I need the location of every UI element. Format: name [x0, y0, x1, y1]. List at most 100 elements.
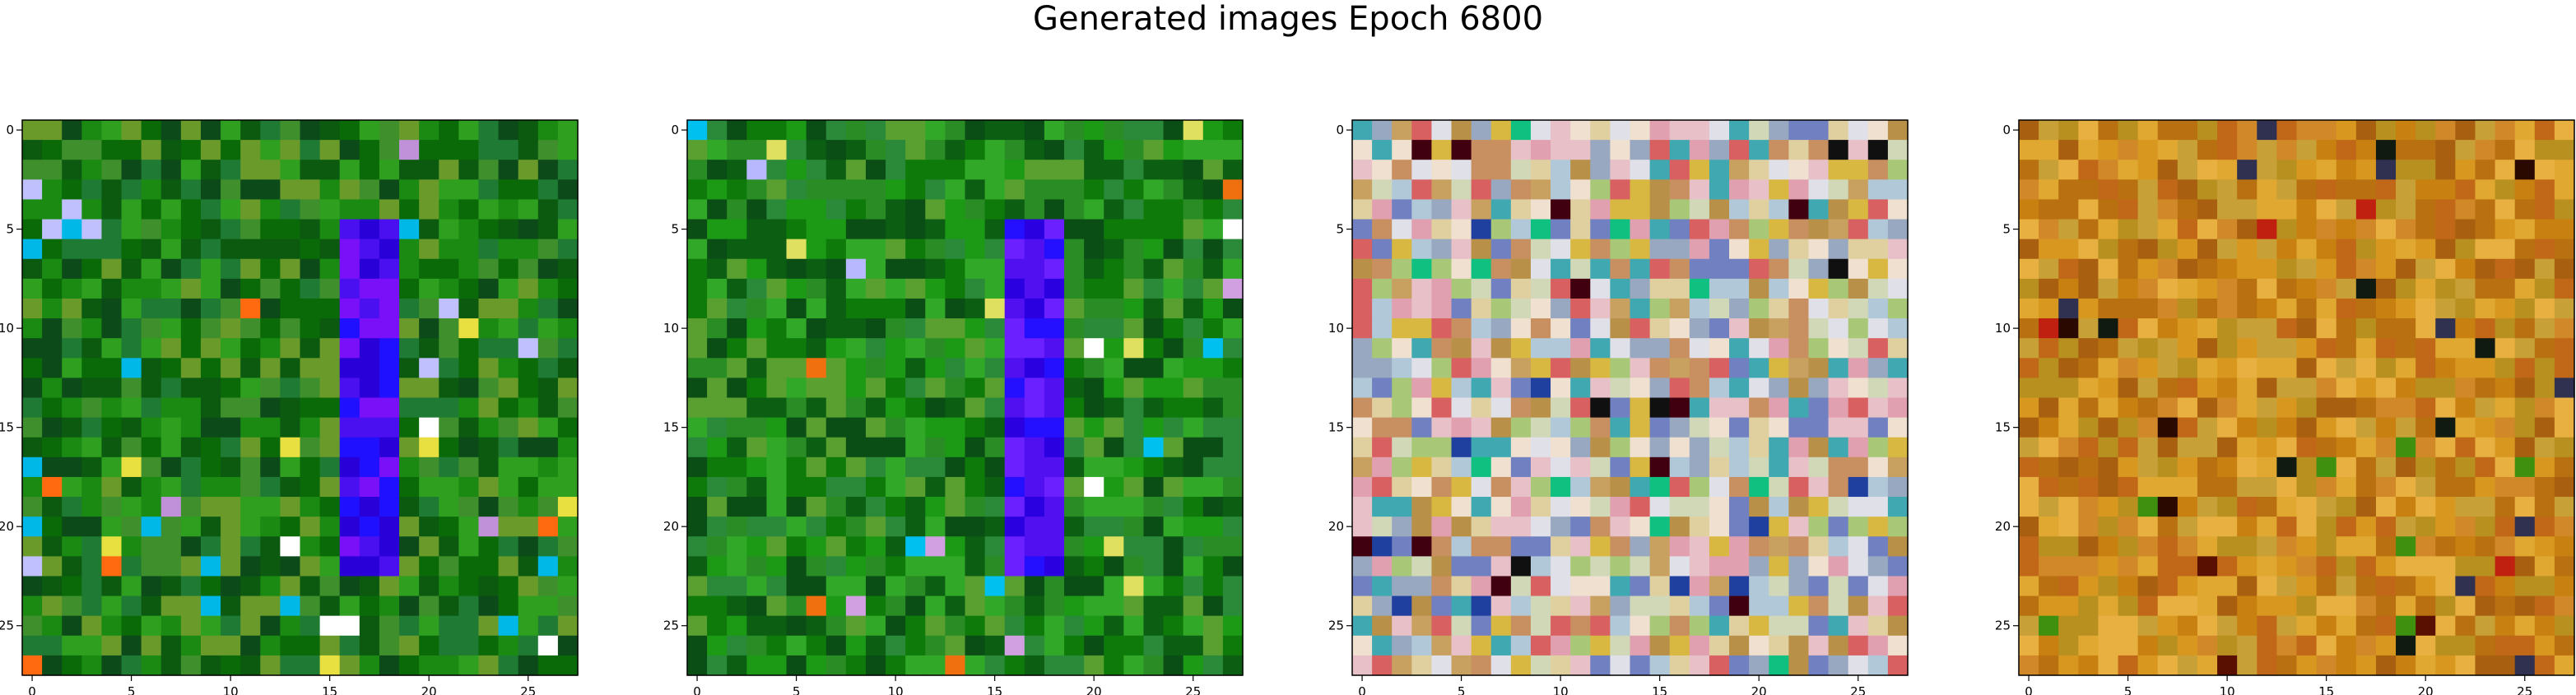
pixel — [141, 517, 162, 537]
pixel — [180, 456, 202, 478]
pixel — [2019, 120, 2039, 141]
pixel — [2336, 595, 2357, 617]
pixel — [1372, 517, 1393, 537]
pixel — [1004, 417, 1025, 438]
pixel — [687, 417, 708, 438]
pixel — [1123, 219, 1145, 240]
pixel — [886, 655, 906, 676]
pixel — [945, 358, 966, 378]
pixel — [1749, 179, 1769, 201]
pixel — [746, 556, 768, 577]
pixel — [537, 140, 559, 160]
pixel — [537, 417, 559, 438]
pixel — [2157, 199, 2178, 220]
pixel — [359, 239, 380, 260]
pixel — [1202, 298, 1224, 319]
pixel — [221, 497, 241, 517]
pixel — [458, 219, 480, 240]
pixel — [1163, 298, 1184, 319]
pixel — [1044, 378, 1065, 399]
pixel — [180, 239, 202, 260]
pixel — [766, 655, 788, 676]
pixel — [965, 258, 986, 280]
pixel — [1808, 358, 1830, 378]
pixel — [2157, 476, 2178, 498]
pixel — [687, 576, 708, 597]
pixel — [1471, 397, 1492, 419]
pixel — [1630, 576, 1651, 597]
pixel — [2416, 378, 2436, 399]
pixel — [2197, 258, 2218, 280]
pixel — [845, 655, 867, 676]
pixel — [260, 120, 281, 141]
pixel — [22, 120, 43, 141]
pixel — [1490, 536, 1512, 557]
pixel — [359, 476, 380, 498]
pixel — [22, 338, 43, 359]
pixel — [81, 378, 103, 399]
pixel — [845, 219, 867, 240]
pixel — [42, 476, 63, 498]
pixel — [160, 120, 182, 141]
pixel — [687, 338, 708, 359]
pixel — [200, 497, 221, 517]
pixel — [1530, 239, 1551, 260]
pixel — [557, 378, 579, 399]
pixel — [160, 517, 182, 537]
pixel — [965, 160, 986, 180]
pixel — [1143, 417, 1165, 438]
pixel — [200, 576, 221, 597]
pixel — [1848, 497, 1869, 517]
pixel — [1828, 517, 1849, 537]
pixel — [1610, 199, 1631, 220]
pixel — [2416, 358, 2436, 378]
pixel — [2098, 417, 2119, 438]
pixel — [2118, 417, 2139, 438]
pixel — [379, 298, 400, 319]
pixel — [2098, 140, 2119, 160]
pixel — [2078, 298, 2099, 319]
pixel — [2257, 635, 2277, 656]
pixel — [786, 615, 807, 637]
pixel — [1530, 219, 1551, 240]
pixel — [1709, 318, 1730, 339]
pixel — [1649, 318, 1671, 339]
pixel — [319, 239, 341, 260]
pixel — [557, 239, 579, 260]
pixel — [1471, 338, 1492, 359]
pixel — [1709, 239, 1730, 260]
pixel — [1064, 160, 1085, 180]
pixel — [2435, 576, 2456, 597]
pixel — [1867, 437, 1889, 458]
pixel — [2554, 497, 2575, 517]
pixel — [2019, 298, 2039, 319]
pixel — [2157, 160, 2178, 180]
pixel — [1411, 635, 1433, 656]
pixel — [200, 635, 221, 656]
pixel — [2396, 358, 2416, 378]
pixel — [2118, 258, 2139, 280]
pixel — [1451, 497, 1472, 517]
pixel — [1709, 497, 1730, 517]
pixel — [101, 239, 123, 260]
pixel — [2336, 576, 2357, 597]
pixel — [1411, 595, 1433, 617]
pixel — [687, 397, 708, 419]
pixel — [1630, 378, 1651, 399]
pixel — [2534, 338, 2555, 359]
pixel — [22, 576, 43, 597]
pixel — [1570, 219, 1591, 240]
pixel — [1084, 556, 1104, 577]
pixel — [1471, 219, 1492, 240]
pixel — [62, 258, 82, 280]
pixel — [2534, 199, 2555, 220]
pixel — [1084, 239, 1104, 260]
pixel — [1084, 476, 1104, 498]
pixel — [1749, 120, 1769, 141]
pixel — [1163, 358, 1184, 378]
pixel — [557, 219, 579, 240]
pixel — [1689, 140, 1710, 160]
pixel — [1202, 556, 1224, 577]
pixel — [160, 615, 182, 637]
pixel — [498, 318, 519, 339]
